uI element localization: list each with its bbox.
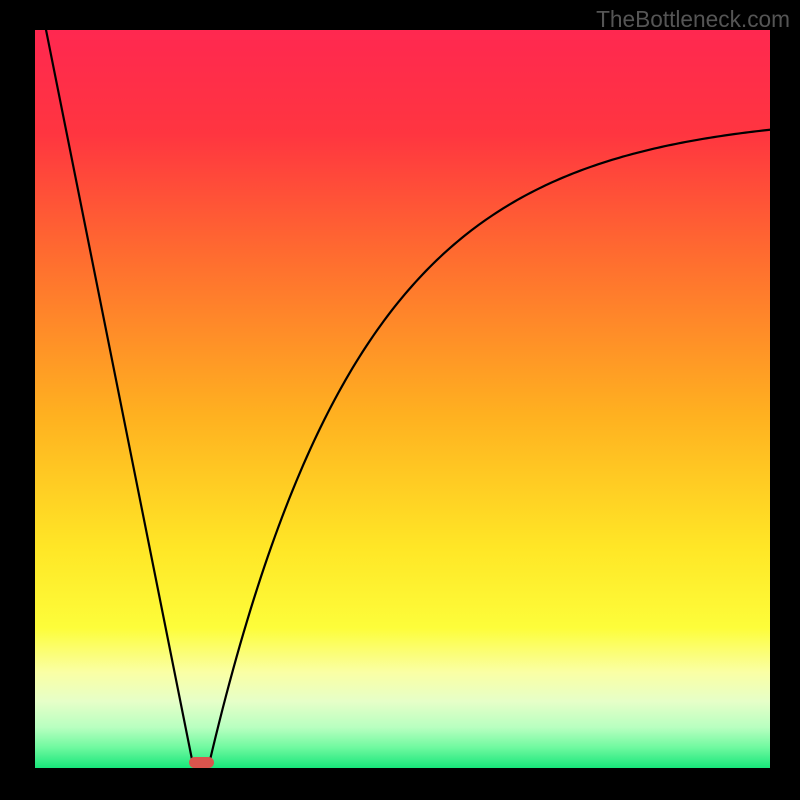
watermark-text: TheBottleneck.com — [596, 6, 790, 33]
figure-root: TheBottleneck.com — [0, 0, 800, 800]
plot-area — [35, 30, 770, 768]
bottleneck-marker — [189, 757, 214, 768]
curves-svg — [35, 30, 770, 768]
